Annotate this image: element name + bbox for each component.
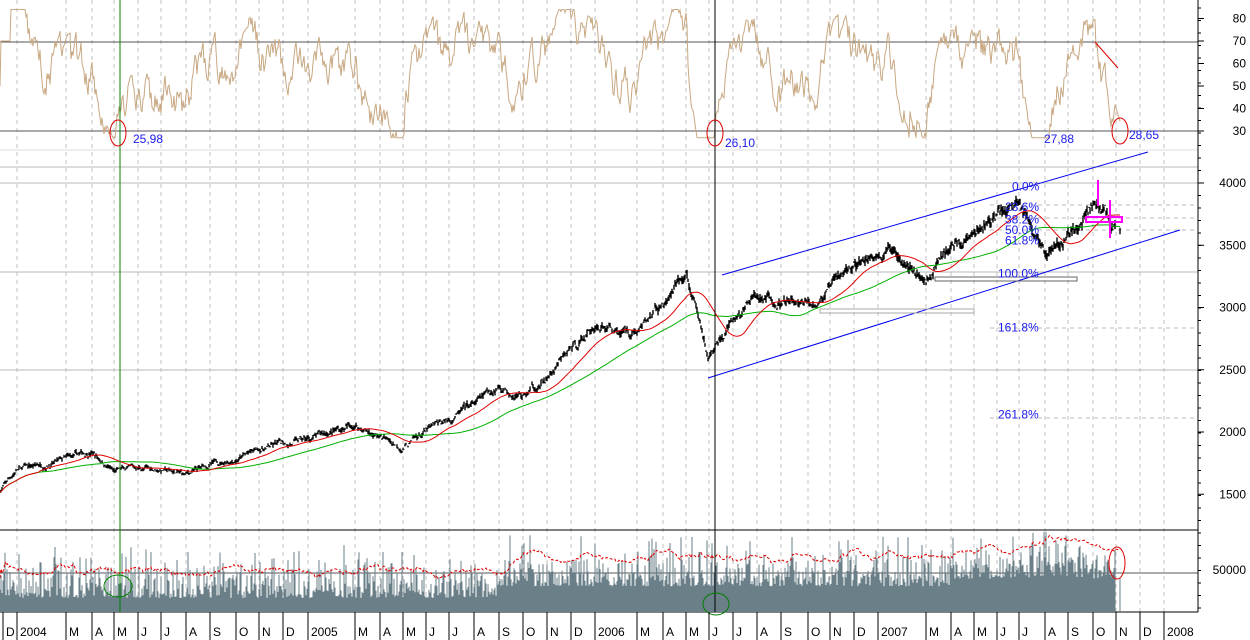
x-tick-label: S bbox=[1071, 625, 1079, 639]
volume-tick-label: 50000 bbox=[1213, 563, 1247, 577]
x-tick-label: J bbox=[452, 625, 458, 639]
rsi-trend-line bbox=[1094, 41, 1119, 69]
x-tick-label: M bbox=[358, 625, 368, 639]
rsi-annotation: 27,88 bbox=[1044, 132, 1074, 146]
rsi-tick-label: 40 bbox=[1233, 102, 1247, 116]
rsi-tick-label: 30 bbox=[1233, 124, 1247, 138]
x-tick-label: N bbox=[262, 625, 271, 639]
x-tick-label: D bbox=[286, 625, 295, 639]
rsi-tick-label: 60 bbox=[1233, 57, 1247, 71]
x-tick-label: S bbox=[502, 625, 510, 639]
x-tick-label: A bbox=[477, 625, 485, 639]
price-tick-label: 1500 bbox=[1219, 487, 1246, 501]
channel-upper-line bbox=[721, 151, 1149, 276]
rsi-annotation: 28,65 bbox=[1129, 128, 1159, 142]
volume-circle bbox=[702, 592, 730, 616]
x-tick-label: J bbox=[141, 625, 147, 639]
price-tick-label: 2500 bbox=[1219, 363, 1246, 377]
x-tick-label: S bbox=[213, 625, 221, 639]
x-tick-label: N bbox=[550, 625, 559, 639]
x-tick-label: J bbox=[429, 625, 435, 639]
moving-average-fast bbox=[0, 210, 1121, 493]
marker-box bbox=[1085, 216, 1123, 223]
x-tick-label: 2007 bbox=[881, 625, 908, 639]
fib-level-label: 100.0% bbox=[998, 267, 1039, 281]
x-tick-label: M bbox=[689, 625, 699, 639]
x-tick-label: O bbox=[526, 625, 535, 639]
x-tick-label: J bbox=[1000, 625, 1006, 639]
rsi-line bbox=[0, 7, 1121, 139]
x-tick-label: J bbox=[736, 625, 742, 639]
price-tick-label: 3000 bbox=[1219, 301, 1246, 315]
rsi-tick-label: 80 bbox=[1233, 12, 1247, 26]
x-tick-label: A bbox=[189, 625, 197, 639]
fib-level-label: 261.8% bbox=[998, 408, 1039, 422]
fib-level-label: 61.8% bbox=[1005, 233, 1039, 247]
volume-circle bbox=[1108, 546, 1126, 580]
fib-level-label: 0.0% bbox=[1012, 179, 1040, 193]
x-tick-label: D bbox=[857, 625, 866, 639]
fib-level-label: 50.0% bbox=[1005, 223, 1039, 237]
x-tick-label: O bbox=[811, 625, 820, 639]
x-tick-label: N bbox=[1119, 625, 1128, 639]
rsi-low-circle bbox=[109, 119, 127, 147]
rsi-annotation: 25,98 bbox=[133, 132, 163, 146]
x-tick-label: J bbox=[712, 625, 718, 639]
x-tick-label: A bbox=[1048, 625, 1056, 639]
x-tick-label: A bbox=[383, 625, 391, 639]
x-tick-label: 2004 bbox=[20, 625, 47, 639]
x-tick-label: 2008 bbox=[1167, 625, 1194, 639]
x-tick-label: M bbox=[117, 625, 127, 639]
volume-circle bbox=[103, 574, 133, 598]
fib-level-label: 23.6% bbox=[1005, 200, 1039, 214]
x-tick-label: O bbox=[1096, 625, 1105, 639]
x-tick-label: D bbox=[6, 625, 15, 639]
rsi-tick-label: 70 bbox=[1233, 34, 1247, 48]
x-tick-label: 2006 bbox=[598, 625, 625, 639]
x-tick-label: N bbox=[833, 625, 842, 639]
fib-box bbox=[934, 276, 1078, 282]
volume-moving-average bbox=[0, 534, 1121, 580]
x-tick-label: 2005 bbox=[311, 625, 338, 639]
price-tick-label: 4000 bbox=[1219, 176, 1246, 190]
x-tick-label: M bbox=[929, 625, 939, 639]
plot-area bbox=[0, 0, 1198, 612]
rsi-low-circle bbox=[1111, 117, 1129, 145]
x-tick-label: A bbox=[95, 625, 103, 639]
x-tick-label: D bbox=[574, 625, 583, 639]
x-tick-label: J bbox=[164, 625, 170, 639]
x-tick-label: O bbox=[239, 625, 248, 639]
fib-level-label: 161.8% bbox=[998, 321, 1039, 335]
rsi-low-circle bbox=[706, 119, 724, 147]
x-tick-label: M bbox=[977, 625, 987, 639]
fib-box bbox=[819, 308, 975, 314]
x-tick-label: J bbox=[1022, 625, 1028, 639]
fib-level-label: 38.2% bbox=[1005, 213, 1039, 227]
rsi-tick-label: 50 bbox=[1233, 79, 1247, 93]
channel-lower-line bbox=[707, 229, 1181, 379]
moving-average-slow bbox=[0, 224, 1121, 493]
price-tick-label: 2000 bbox=[1219, 425, 1246, 439]
x-tick-label: A bbox=[760, 625, 768, 639]
price-tick-label: 3500 bbox=[1219, 238, 1246, 252]
x-tick-label: S bbox=[784, 625, 792, 639]
x-tick-label: M bbox=[640, 625, 650, 639]
x-tick-label: M bbox=[406, 625, 416, 639]
x-tick-label: A bbox=[954, 625, 962, 639]
rsi-annotation: 26,10 bbox=[725, 136, 755, 150]
x-tick-label: D bbox=[1143, 625, 1152, 639]
x-tick-label: M bbox=[69, 625, 79, 639]
x-tick-label: A bbox=[666, 625, 674, 639]
